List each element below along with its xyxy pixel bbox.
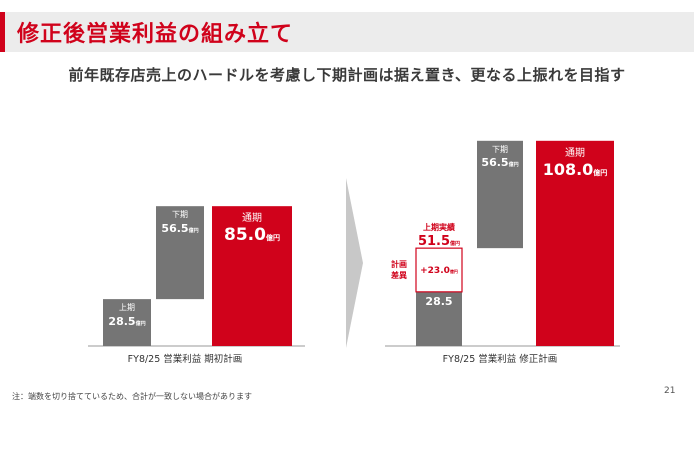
bar-value-value: 56.5 xyxy=(481,156,508,169)
page-title: 修正後営業利益の組み立て xyxy=(17,22,294,47)
bar-value: +23.0億円 xyxy=(420,266,458,276)
footnote: 注：端数を切り捨てているため、合計が一致しない場合があります xyxy=(12,392,252,401)
page-subtitle: 前年既存店売上のハードルを考慮し下期計画は据え置き、更なる上振れを目指す xyxy=(68,66,626,84)
bar-value-unit: 億円 xyxy=(189,227,199,234)
bar-value-unit: 億円 xyxy=(136,320,146,327)
bar-value-unit: 億円 xyxy=(509,161,519,168)
annotation-label: 上期実績 xyxy=(423,222,455,232)
plan-diff-label-line2: 差異 xyxy=(390,270,407,280)
bar-value-unit: 億円 xyxy=(593,168,607,177)
annotation-value-value: 51.5 xyxy=(418,234,450,249)
bar-full-year xyxy=(212,206,292,346)
bar-label: 下期 xyxy=(172,210,188,219)
bar-value-value: 85.0 xyxy=(224,225,266,245)
annotation-value: 51.5億円 xyxy=(418,234,460,249)
plan-diff-label: 計画差異 xyxy=(390,259,407,280)
bar-value-value: +23.0 xyxy=(420,266,450,276)
bar-label: 上期 xyxy=(119,303,135,312)
plan-diff-label-line1: 計画 xyxy=(391,259,407,269)
bar-value-unit: 億円 xyxy=(450,268,458,274)
bar-plan-difference xyxy=(415,247,463,293)
bar-first-half-plan xyxy=(416,291,462,346)
bar-value-value: 108.0 xyxy=(543,160,594,179)
bar-value: 56.5億円 xyxy=(481,156,518,169)
bar-second-half xyxy=(156,206,204,300)
chart-revised-plan: 28.5+23.0億円計画差異上期実績51.5億円下期56.5億円通期108.0… xyxy=(385,140,620,365)
bar-value-value: 56.5 xyxy=(161,222,188,235)
bar-full-year xyxy=(536,140,614,346)
bar-value: 85.0億円 xyxy=(224,225,280,245)
bar-value-value: 28.5 xyxy=(425,295,452,308)
bar-value-value: 28.5 xyxy=(108,315,135,328)
bar-label: 通期 xyxy=(242,212,262,224)
bar-value: 28.5 xyxy=(425,295,452,308)
bar-label: 下期 xyxy=(492,145,508,154)
page-number: 21 xyxy=(664,386,676,396)
bar-value: 108.0億円 xyxy=(543,160,608,179)
bar-second-half xyxy=(477,140,523,249)
x-axis-label: FY8/25 営業利益 修正計画 xyxy=(443,353,558,365)
bar-label: 通期 xyxy=(565,147,585,159)
bar-value: 56.5億円 xyxy=(161,222,198,235)
x-axis-label: FY8/25 営業利益 期初計画 xyxy=(128,353,243,365)
bar-value: 28.5億円 xyxy=(108,315,145,328)
annotation-value-unit: 億円 xyxy=(450,240,460,247)
arrow-chevron xyxy=(346,178,363,348)
bar-value-unit: 億円 xyxy=(266,233,280,242)
title-bar: 修正後営業利益の組み立て xyxy=(0,12,694,52)
bar-first-half xyxy=(103,299,151,346)
